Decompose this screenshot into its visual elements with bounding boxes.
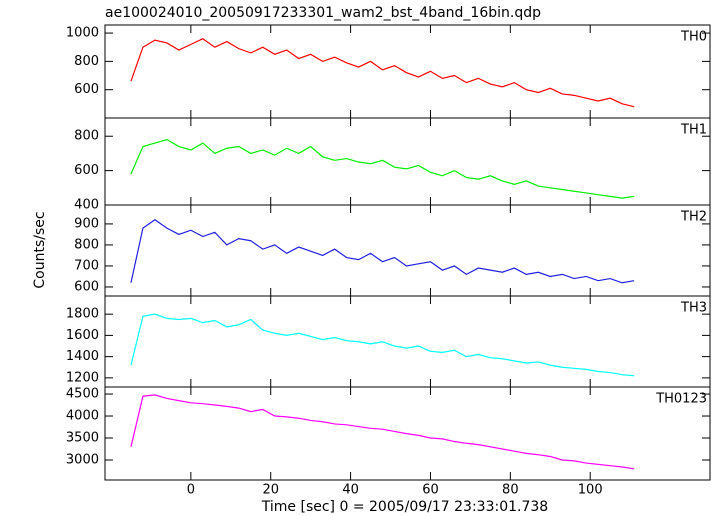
y-tick-label: 3500 [66,431,99,446]
y-tick-label: 700 [74,258,99,273]
y-tick-label: 900 [74,216,99,231]
light-curve [130,394,635,470]
light-curve [130,218,635,284]
y-tick-label: 1000 [66,26,99,41]
y-axis-label: Counts/sec [32,211,48,288]
y-tick-label: 4500 [66,387,99,402]
y-tick-label: 800 [74,237,99,252]
x-tick-label: 100 [578,483,603,498]
y-tick-label: 4000 [66,409,99,424]
light-curve [130,313,635,377]
y-tick-label: 3000 [66,452,99,467]
panel-frame [104,386,711,481]
legend-label: TH0123 [655,392,707,407]
y-tick-label: 400 [74,198,99,213]
y-tick-label: 600 [74,82,99,97]
panel-frame [104,117,711,206]
panel-frame [104,24,711,119]
panel-frame [104,295,711,388]
legend-label: TH3 [680,301,707,316]
y-tick-label: 1800 [66,307,99,322]
x-tick-label: 60 [422,483,439,498]
legend-label: TH2 [680,210,707,225]
legend-label: TH0 [680,30,707,45]
x-tick-label: 0 [187,483,195,498]
y-tick-label: 600 [74,279,99,294]
y-tick-label: 800 [74,54,99,69]
light-curve [130,139,635,199]
y-tick-label: 600 [74,163,99,178]
y-tick-label: 1600 [66,328,99,343]
light-curve [130,38,635,108]
y-tick-label: 1400 [66,349,99,364]
x-tick-label: 80 [502,483,519,498]
y-tick-label: 800 [74,129,99,144]
x-axis-label: Time [sec] 0 = 2005/09/17 23:33:01.738 [261,499,548,515]
x-tick-label: 20 [262,483,279,498]
x-tick-label: 40 [342,483,359,498]
chart-title: ae100024010_20050917233301_wam2_bst_4ban… [105,5,541,21]
legend-label: TH1 [680,123,707,138]
y-tick-label: 1200 [66,370,99,385]
